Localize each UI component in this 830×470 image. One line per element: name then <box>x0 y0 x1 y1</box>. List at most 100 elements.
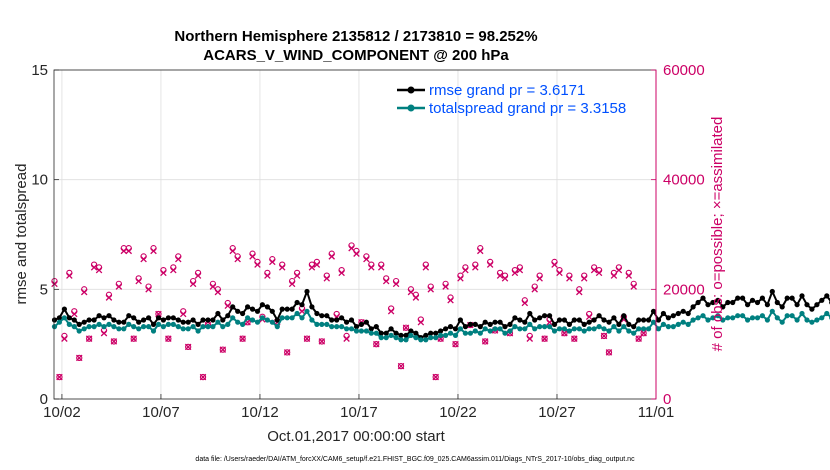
spread-point <box>695 315 701 321</box>
spread-point <box>215 319 221 325</box>
obs-assimilated-point <box>462 266 469 274</box>
rmse-point <box>551 321 558 327</box>
obs-assimilated-point <box>254 261 261 268</box>
rmse-point <box>789 295 795 301</box>
spread-point <box>368 330 374 336</box>
spread-point <box>680 319 686 325</box>
obs-assimilated-point <box>130 335 137 342</box>
spread-point <box>383 335 389 341</box>
spread-point <box>195 328 201 334</box>
spread-point <box>512 324 518 330</box>
obs-assimilated-point <box>625 272 633 279</box>
rmse-point <box>150 321 157 327</box>
y-tick-label: 10 <box>31 172 48 189</box>
spread-point <box>551 328 558 334</box>
spread-point <box>730 315 736 321</box>
rmse-point <box>447 324 454 330</box>
rmse-point <box>636 317 642 323</box>
obs-assimilated-point <box>571 335 578 342</box>
rmse-point <box>794 302 800 308</box>
spread-point <box>561 326 568 332</box>
rmse-point <box>269 308 275 314</box>
spread-point <box>596 324 602 330</box>
obs-count-markers <box>51 242 647 381</box>
obs-assimilated-point <box>298 308 306 315</box>
obs-assimilated-point <box>66 272 73 279</box>
rmse-point <box>353 324 360 330</box>
rmse-point <box>581 321 587 327</box>
rmse-point <box>799 293 805 299</box>
obs-possible-point <box>600 332 608 340</box>
obs-assimilated-point <box>412 294 420 301</box>
spread-point <box>457 326 463 332</box>
rmse-point <box>230 304 236 310</box>
y2-tick-label: 20000 <box>663 281 705 298</box>
obs-assimilated-point <box>135 277 142 285</box>
rmse-point <box>165 315 171 321</box>
obs-assimilated-point <box>318 338 326 345</box>
obs-assimilated-point <box>184 343 192 351</box>
rmse-point <box>725 299 731 306</box>
obs-possible-point <box>284 349 291 356</box>
spread-point <box>715 313 721 319</box>
obs-possible-point <box>85 335 93 342</box>
rmse-point <box>259 302 265 308</box>
spread-point <box>259 315 265 321</box>
obs-assimilated-point <box>239 335 246 342</box>
rmse-point <box>348 317 355 323</box>
rmse-point <box>319 313 325 319</box>
obs-assimilated-point <box>120 247 128 255</box>
rmse-point <box>86 317 92 323</box>
rmse-point <box>705 302 711 308</box>
spread-point <box>304 308 310 314</box>
spread-point <box>819 315 825 321</box>
spread-point <box>547 324 553 330</box>
rmse-point <box>452 326 459 332</box>
spread-point <box>353 328 360 334</box>
rmse-point <box>779 304 785 310</box>
rmse-point <box>304 288 310 295</box>
rmse-point <box>695 299 701 306</box>
spread-point <box>76 328 82 334</box>
obs-possible-point <box>239 335 246 342</box>
rmse-point <box>428 330 434 336</box>
spread-point <box>274 324 280 330</box>
spread-point <box>66 321 72 327</box>
obs-possible-point <box>397 362 405 370</box>
spread-point <box>319 321 325 327</box>
spread-point <box>710 315 716 321</box>
rmse-point <box>254 308 261 314</box>
obs-assimilated-point <box>407 288 415 296</box>
obs-assimilated-point <box>397 362 405 370</box>
rmse-point <box>443 326 449 332</box>
spread-point <box>799 310 805 317</box>
obs-assimilated-point <box>422 264 430 271</box>
obs-assimilated-point <box>293 272 301 279</box>
spread-point <box>363 328 369 334</box>
obs-assimilated-point <box>496 272 504 279</box>
spread-point <box>685 321 691 327</box>
obs-assimilated-point <box>56 373 63 381</box>
rmse-point <box>571 317 577 323</box>
obs-assimilated-point <box>343 335 350 342</box>
obs-assimilated-point <box>110 338 118 345</box>
x-tick-label: 10/22 <box>439 404 477 421</box>
y2-tick-label: 0 <box>663 391 671 408</box>
obs-assimilated-point <box>387 308 395 315</box>
rmse-point <box>388 326 394 332</box>
obs-assimilated-point <box>615 266 623 274</box>
rmse-point <box>116 319 122 325</box>
y-tick-label: 15 <box>31 62 48 79</box>
rmse-point <box>121 319 127 325</box>
rmse-point <box>363 319 369 325</box>
spread-point <box>660 321 667 327</box>
spread-point <box>56 319 63 325</box>
obs-assimilated-point <box>442 283 449 290</box>
rmse-point <box>220 317 226 323</box>
spread-point <box>700 313 706 319</box>
legend-spread-marker <box>407 104 415 112</box>
obs-assimilated-point <box>308 264 316 271</box>
rmse-point <box>195 321 201 327</box>
spread-point <box>225 321 231 327</box>
spread-point <box>358 328 364 334</box>
